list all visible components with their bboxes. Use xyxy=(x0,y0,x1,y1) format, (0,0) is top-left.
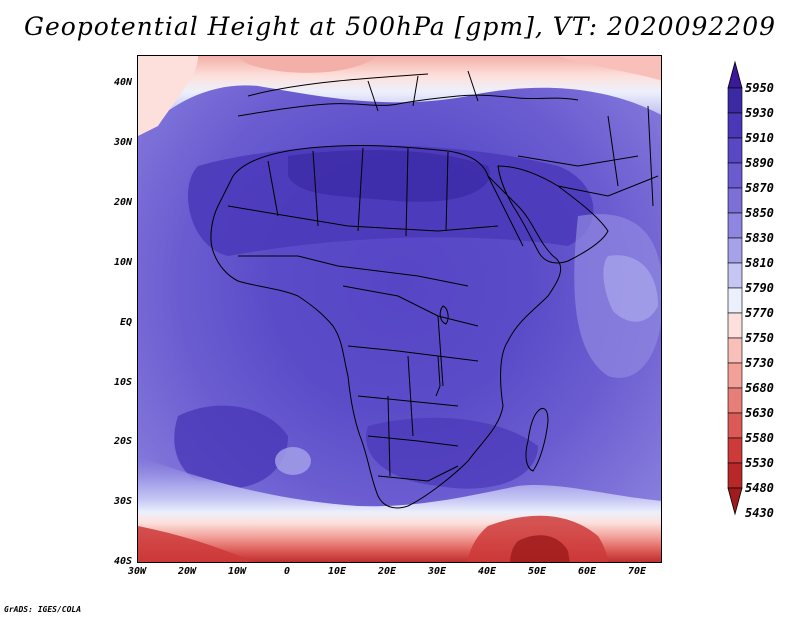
lat-label-30s: 30S xyxy=(113,496,132,507)
colorbar-segment xyxy=(727,312,743,339)
colorbar xyxy=(727,60,743,516)
colorbar-label-5910: 5910 xyxy=(745,131,774,145)
colorbar-segment xyxy=(727,137,743,164)
colorbar-segment xyxy=(727,187,743,214)
lat-label-40s: 40S xyxy=(113,556,132,567)
colorbar-segment xyxy=(727,287,743,314)
colorbar-label-5430: 5430 xyxy=(745,506,774,520)
colorbar-label-5530: 5530 xyxy=(745,456,774,470)
lat-label-10s: 10S xyxy=(113,377,132,388)
lon-label-30e: 30E xyxy=(427,566,447,577)
colorbar-label-5810: 5810 xyxy=(745,256,774,270)
colorbar-segment xyxy=(727,87,743,114)
lon-label-60e: 60E xyxy=(577,566,597,577)
colorbar-label-5730: 5730 xyxy=(745,356,774,370)
lon-label-70e: 70E xyxy=(627,566,647,577)
lat-label-40n: 40N xyxy=(113,77,132,88)
colorbar-label-5680: 5680 xyxy=(745,381,774,395)
colorbar-label-5950: 5950 xyxy=(745,81,774,95)
colorbar-label-5770: 5770 xyxy=(745,306,774,320)
colorbar-label-5850: 5850 xyxy=(745,206,774,220)
colorbar-segment xyxy=(727,337,743,364)
colorbar-segment xyxy=(727,437,743,464)
lon-label-20e: 20E xyxy=(377,566,397,577)
colorbar-segment xyxy=(727,212,743,239)
colorbar-segment xyxy=(727,237,743,264)
grads-credit: GrADS: IGES/COLA xyxy=(4,605,82,614)
colorbar-segment xyxy=(727,362,743,389)
lat-label-30n: 30N xyxy=(113,137,132,148)
colorbar-segment xyxy=(727,112,743,139)
colorbar-label-5830: 5830 xyxy=(745,231,774,245)
geopotential-field xyxy=(138,56,661,562)
lat-label-10n: 10N xyxy=(113,257,132,268)
colorbar-label-5930: 5930 xyxy=(745,106,774,120)
colorbar-label-5580: 5580 xyxy=(745,431,774,445)
lon-label-20w: 20W xyxy=(177,566,197,577)
colorbar-segment xyxy=(727,162,743,189)
lat-label-eq: EQ xyxy=(119,317,132,328)
lon-label-50e: 50E xyxy=(527,566,547,577)
colorbar-label-5890: 5890 xyxy=(745,156,774,170)
lat-label-20n: 20N xyxy=(113,197,132,208)
colorbar-bottom-arrow xyxy=(727,487,743,516)
colorbar-segment xyxy=(727,462,743,489)
colorbar-label-5790: 5790 xyxy=(745,281,774,295)
colorbar-label-5750: 5750 xyxy=(745,331,774,345)
lat-label-20s: 20S xyxy=(113,436,132,447)
map-title: Geopotential Height at 500hPa [gpm], VT:… xyxy=(23,12,777,41)
lon-label-10e: 10E xyxy=(327,566,347,577)
lon-label-30w: 30W xyxy=(127,566,147,577)
colorbar-segment xyxy=(727,262,743,289)
colorbar-label-5480: 5480 xyxy=(745,481,774,495)
lon-label-10w: 10W xyxy=(227,566,247,577)
lon-label-40e: 40E xyxy=(477,566,497,577)
colorbar-segment xyxy=(727,412,743,439)
colorbar-label-5870: 5870 xyxy=(745,181,774,195)
colorbar-segment xyxy=(727,387,743,414)
colorbar-top-arrow xyxy=(727,60,743,89)
coastlines xyxy=(210,70,659,509)
map-panel xyxy=(137,55,662,563)
colorbar-label-5630: 5630 xyxy=(745,406,774,420)
lon-label-0: 0 xyxy=(283,566,291,577)
